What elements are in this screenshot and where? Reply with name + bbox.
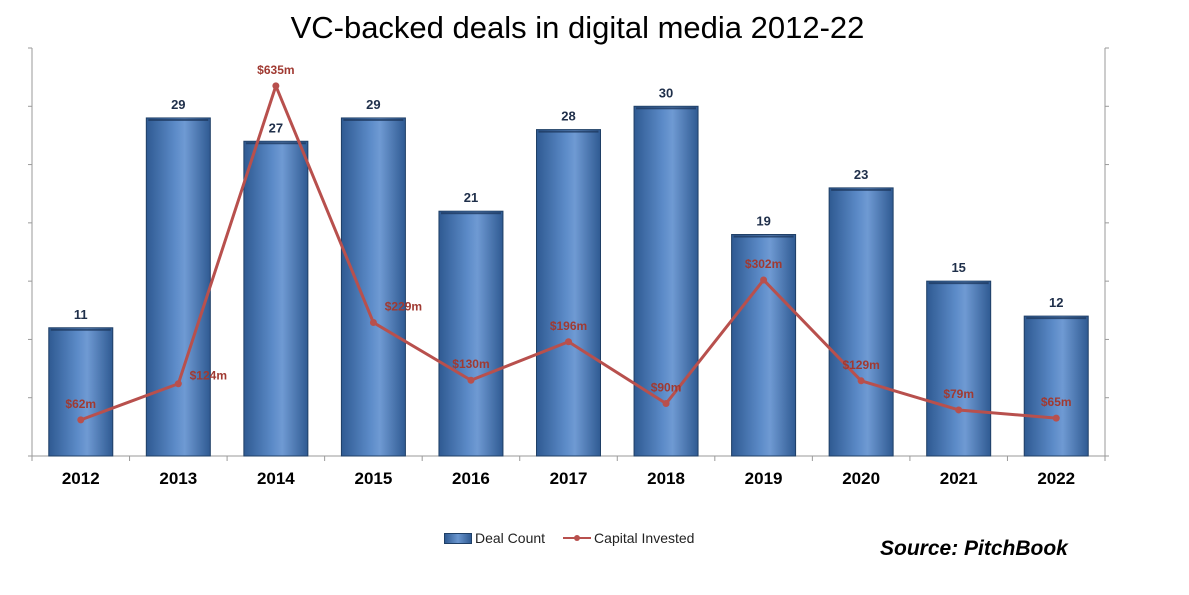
x-tick-label: 2013 [159, 469, 197, 488]
x-tick-label: 2018 [647, 469, 685, 488]
capital-invested-point [174, 380, 182, 388]
capital-value-label: $62m [65, 397, 96, 411]
capital-value-label: $79m [943, 387, 974, 401]
capital-invested-point [760, 276, 768, 284]
capital-invested-point [77, 416, 85, 424]
bar-value-label: 23 [854, 167, 868, 182]
capital-value-label: $129m [842, 358, 879, 372]
capital-line [77, 82, 1060, 424]
x-tick-labels: 2012 2013 2014 2015 2016 2017 2018 2019 2020 2021… [62, 469, 1075, 488]
legend-label-capital-invested: Capital Invested [594, 530, 695, 546]
capital-invested-point [1052, 414, 1060, 422]
bar-top-edge [343, 118, 404, 121]
legend-swatch-bar [444, 532, 472, 544]
x-tick-label: 2017 [550, 469, 588, 488]
bar-top-edge [1026, 317, 1087, 320]
bar-top-edge [733, 235, 794, 238]
bar-top-edge [928, 282, 989, 285]
capital-value-label: $90m [651, 381, 682, 395]
bar-value-label: 29 [366, 97, 380, 112]
bar-top-edge [245, 142, 306, 145]
legend-item-capital-invested: Capital Invested [563, 530, 694, 546]
bar-deal-count [340, 117, 406, 457]
bar-deal-count [536, 129, 601, 457]
bar-top-edge [831, 188, 892, 191]
bar-value-label: 28 [561, 109, 575, 124]
bar-top-edge [50, 328, 111, 331]
x-tick-label: 2015 [354, 469, 392, 488]
bar-deal-count [438, 210, 504, 457]
data-labels: 11 29 27 29 21 28 30 19 23 15 12 $62m $124m $635m $229… [65, 63, 1071, 411]
capital-value-label: $65m [1041, 395, 1072, 409]
bar-deal-count [731, 234, 797, 457]
capital-value-label: $302m [745, 257, 782, 271]
legend: Deal Count Capital Invested [444, 530, 712, 546]
x-tick-label: 2012 [62, 469, 100, 488]
capital-invested-point [467, 376, 475, 384]
bar-deal-count [48, 327, 114, 457]
bar-deal-count [1023, 315, 1089, 457]
x-tick-label: 2020 [842, 469, 880, 488]
legend-label-deal-count: Deal Count [475, 530, 546, 546]
capital-value-label: $229m [385, 300, 422, 314]
bar-value-label: 30 [659, 85, 673, 100]
bar-value-label: 12 [1049, 295, 1063, 310]
bar-deal-count [828, 187, 894, 457]
bar-top-edge [636, 107, 697, 110]
bar-deal-count [243, 140, 309, 457]
bar-value-label: 19 [756, 214, 770, 229]
bar-value-label: 29 [171, 97, 185, 112]
capital-invested-point [272, 82, 280, 90]
chart-title: VC-backed deals in digital media 2012-22 [290, 10, 865, 45]
source-note: Source: PitchBook [880, 537, 1068, 560]
bar-value-label: 27 [269, 120, 283, 135]
legend-swatch-line [563, 535, 592, 541]
bar-value-label: 21 [464, 190, 478, 205]
capital-invested-point [955, 406, 963, 414]
bar-top-edge [148, 118, 209, 121]
bar-value-label: 11 [74, 307, 88, 322]
capital-invested-point [857, 377, 865, 385]
capital-invested-point [565, 338, 572, 346]
bar-top-edge [440, 212, 501, 215]
legend-item-deal-count: Deal Count [444, 530, 545, 546]
capital-value-label: $130m [452, 357, 489, 371]
x-tick-label: 2021 [940, 469, 978, 488]
bar-top-edge [538, 130, 599, 133]
x-tick-label: 2014 [257, 469, 295, 488]
capital-value-label: $196m [550, 319, 587, 333]
capital-invested-point [369, 319, 377, 327]
capital-invested-point [662, 400, 670, 408]
capital-value-label: $635m [257, 63, 294, 77]
capital-value-label: $124m [190, 369, 227, 383]
x-tick-label: 2019 [745, 469, 783, 488]
bar-deal-count [926, 280, 992, 457]
bar-deal-count [145, 117, 211, 457]
x-tick-label: 2022 [1037, 469, 1075, 488]
x-tick-label: 2016 [452, 469, 490, 488]
bars [48, 105, 1089, 457]
bar-value-label: 15 [951, 260, 965, 275]
bar-deal-count [633, 105, 699, 457]
